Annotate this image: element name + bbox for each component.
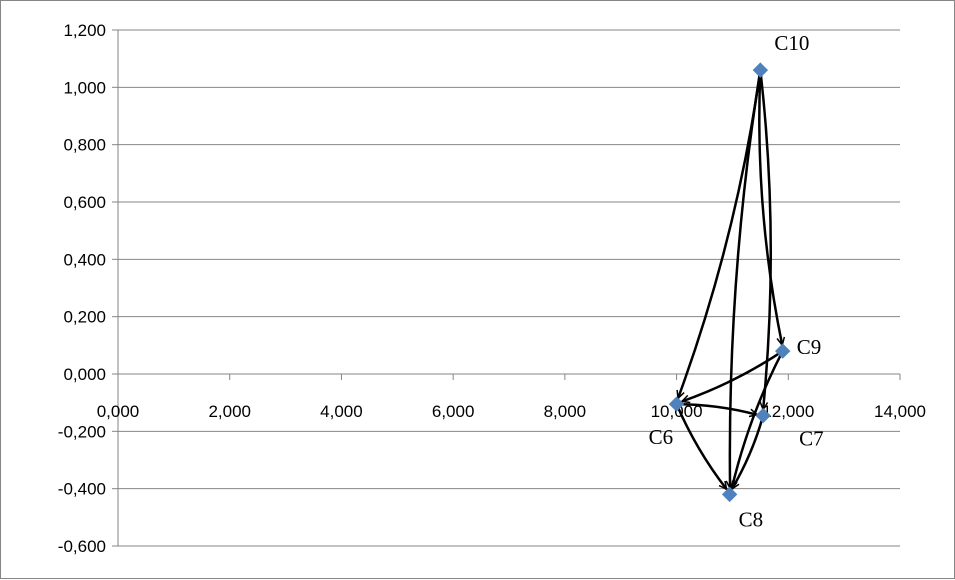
axes — [112, 29, 901, 547]
arrow-c10-to-c7 — [759, 69, 773, 409]
y-tick-labels: -0,600 -0,400 -0,200 0,000 0,200 0,400 0,600 0,… — [58, 21, 106, 556]
y-tick-label: 0,600 — [63, 193, 106, 212]
y-tick-label: 0,000 — [63, 365, 106, 384]
x-tick-label: 2,000 — [208, 402, 251, 421]
y-tick-label: -0,200 — [58, 422, 106, 441]
x-tick-labels: 0,0002,0004,0006,0008,00010,00012,00014,… — [97, 402, 926, 421]
x-tick-label: 12,000 — [762, 402, 814, 421]
arrow-c10-to-c6 — [678, 69, 762, 398]
arrow-c9-to-c8 — [732, 350, 784, 489]
data-point-c6 — [668, 396, 685, 412]
data-point-c9 — [774, 343, 791, 359]
x-tick-label: 14,000 — [874, 402, 926, 421]
data-point-c10 — [752, 62, 769, 78]
x-tick-label: 4,000 — [320, 402, 363, 421]
y-tick-label: 0,800 — [63, 136, 106, 155]
arrow-c6-to-c7 — [676, 402, 758, 415]
arrow-c10-to-c8 — [730, 69, 762, 488]
y-tick-label: -0,600 — [58, 537, 106, 556]
point-label-c7: C7 — [799, 427, 824, 451]
y-tick-label: 0,400 — [63, 250, 106, 269]
x-tick-label: 0,000 — [97, 402, 140, 421]
y-tick-label: 1,000 — [63, 78, 106, 97]
point-label-c6: C6 — [649, 425, 674, 449]
y-tick-label: 0,200 — [63, 308, 106, 327]
arrow-c7-to-c8 — [730, 415, 765, 489]
y-tick-label: -0,400 — [58, 480, 106, 499]
gridlines — [118, 29, 900, 547]
arrow-c10-to-c9 — [758, 70, 782, 345]
y-tick-label: 1,200 — [63, 21, 106, 40]
data-point-c8 — [721, 486, 738, 503]
data-point-c7 — [755, 407, 771, 424]
point-label-c9: C9 — [797, 335, 822, 359]
point-labels: C6 C7 C8 C9 C10 — [649, 31, 824, 531]
data-points — [668, 62, 791, 503]
x-tick-label: 8,000 — [544, 402, 587, 421]
point-label-c10: C10 — [774, 31, 809, 55]
arrow-c9-to-c6 — [682, 350, 784, 401]
point-label-c8: C8 — [739, 507, 764, 531]
x-tick-label: 6,000 — [432, 402, 475, 421]
arrow-c6-to-c8 — [675, 403, 727, 489]
arrows — [675, 69, 784, 489]
